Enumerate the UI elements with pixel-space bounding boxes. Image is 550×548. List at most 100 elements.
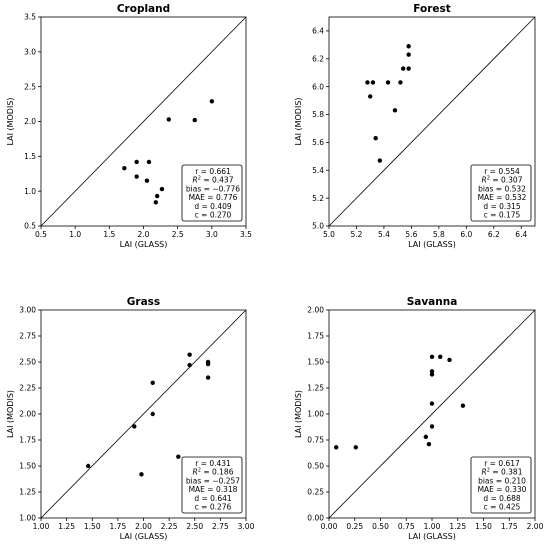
data-point [122,165,127,171]
y-tick-label: 1.5 [24,152,36,161]
data-point [377,158,383,163]
one-to-one-line [40,16,247,227]
stat-d: d = 0.409 [194,202,232,211]
data-point [460,403,466,408]
x-tick-label: 2.50 [186,522,203,531]
data-point [429,424,435,429]
stat-c: c = 0.270 [195,211,232,220]
subplot-title: Forest [413,3,451,15]
data-point [334,445,339,450]
data-point [150,380,155,385]
x-tick-label: 3.5 [240,230,252,239]
data-point [134,159,139,165]
x-tick-label: 2.5 [172,230,184,239]
data-point [400,66,406,71]
y-tick-label: 6.2 [312,55,324,64]
stat-d: d = 0.688 [483,494,521,503]
data-point [406,52,411,57]
data-point [365,80,370,85]
stats-box [470,164,532,222]
x-tick-label: 0.50 [372,522,389,531]
x-tick-label: 1.75 [501,522,518,531]
x-tick-label: 2.25 [161,522,178,531]
x-tick-label: 1.75 [110,522,127,531]
data-point [187,352,192,357]
stat-d: d = 0.315 [483,202,521,211]
data-point [144,178,150,183]
x-tick-label: 5.4 [378,230,390,239]
y-tick-label: 6.4 [312,27,324,36]
y-tick-label: 3.0 [24,48,36,57]
y-tick-label: 1.00 [19,514,36,523]
data-point [166,117,171,122]
x-tick-label: 2.00 [527,522,544,531]
data-point [205,375,211,380]
y-tick-label: 2.25 [19,384,36,393]
y-tick-label: 2.00 [19,410,36,419]
data-point [423,434,429,440]
y-tick-label: 1.75 [19,436,36,445]
stat-bias: bias = 0.210 [478,476,526,485]
x-tick-label: 1.0 [69,230,81,239]
x-tick-label: 1.00 [424,522,441,531]
data-point [192,117,197,123]
data-point [438,354,443,359]
x-tick-label: 2.00 [135,522,152,531]
stat-r: r = 0.661 [195,167,231,176]
data-point [139,472,144,477]
data-point [209,99,215,104]
x-tick-label: 1.5 [103,230,115,239]
subplot-title: Grass [127,296,160,308]
x-tick-label: 2.0 [138,230,150,239]
y-tick-label: 5.8 [312,110,324,119]
data-point [406,44,411,49]
data-point [429,401,435,406]
x-tick-label: 3.0 [206,230,218,239]
stat-r2: R2 = 0.186 [193,468,234,477]
data-point [398,80,403,85]
stats-box [181,164,243,222]
data-point [176,454,181,459]
data-point [159,186,165,192]
x-tick-label: 1.25 [449,522,466,531]
y-tick-label: 5.6 [312,138,324,147]
data-point [426,441,432,447]
stat-d: d = 0.641 [194,494,232,503]
x-tick-label: 5.6 [405,230,417,239]
x-tick-label: 0.00 [321,522,338,531]
data-point [429,372,435,377]
y-axis-label: LAI (MODIS) [294,97,303,145]
data-point [150,411,155,417]
data-point [353,445,358,450]
subplot-forest: Forest 5.0 5.2 5.4 5.6 5.8 6.0 6.2 6.4 5.0 5.2 5.4 5… [294,3,536,249]
y-tick-label: 1.25 [19,488,36,497]
y-axis-label: LAI (MODIS) [6,390,15,438]
x-tick-label: 1.00 [33,522,50,531]
y-tick-label: 3.00 [19,306,36,315]
y-tick-label: 1.0 [24,187,36,196]
y-tick-label: 5.4 [312,166,324,175]
x-tick-label: 6.4 [515,230,527,239]
x-axis-label: LAI (GLASS) [120,240,168,249]
data-point [132,424,137,429]
stats-box [470,456,532,514]
x-tick-label: 6.0 [460,230,472,239]
stat-mae: MAE = 0.318 [189,485,238,494]
y-tick-label: 1.75 [307,332,324,341]
subplot-title: Cropland [117,3,170,15]
one-to-one-line [40,309,247,519]
stats-box [181,456,243,514]
y-tick-label: 2.5 [24,82,36,91]
x-tick-label: 1.50 [475,522,492,531]
data-point [429,369,435,374]
subplot-cropland: Cropland 0.5 1.0 1.5 2.0 2.5 3.0 3.5 0.5 1.0 1.5 2.… [6,3,252,249]
x-tick-label: 0.75 [398,522,415,531]
stat-bias: bias = −0.776 [186,184,240,193]
x-tick-label: 5.8 [433,230,445,239]
subplot-title: Savanna [407,296,458,308]
x-tick-label: 3.00 [238,522,255,531]
stat-c: c = 0.175 [484,211,521,220]
stat-r: r = 0.554 [484,167,520,176]
x-axis-label: LAI (GLASS) [408,532,456,541]
